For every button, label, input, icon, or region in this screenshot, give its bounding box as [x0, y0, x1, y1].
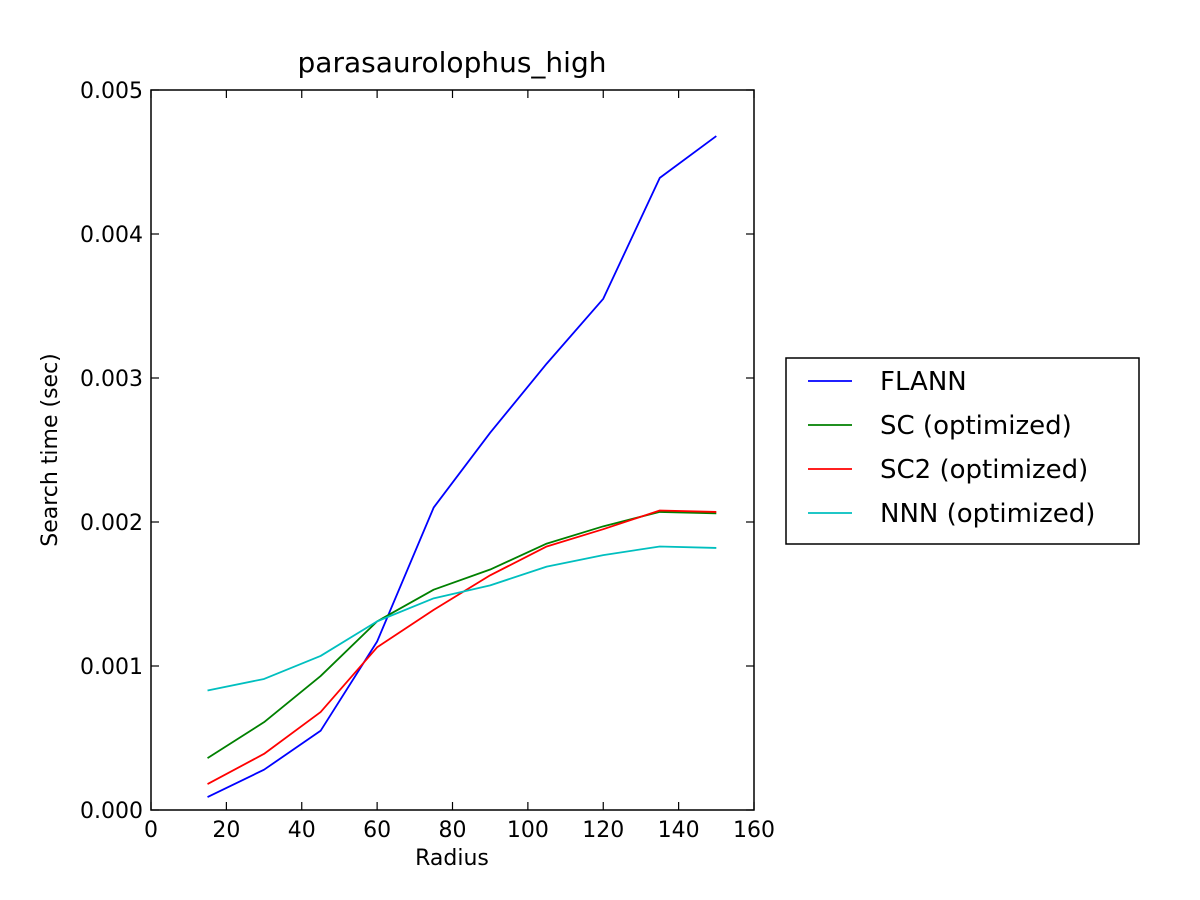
series-lines: [207, 135, 717, 798]
y-tick-label: 0.002: [80, 511, 143, 536]
x-tick-label: 0: [144, 818, 158, 843]
x-tick-label: 100: [507, 818, 549, 843]
x-tick-label: 120: [582, 818, 624, 843]
x-tick-label: 40: [288, 818, 316, 843]
legend-label: NNN (optimized): [880, 499, 1095, 529]
x-tick-label: 20: [212, 818, 240, 843]
x-axis-label: Radius: [415, 846, 489, 871]
x-tick-label: 60: [363, 818, 391, 843]
y-tick-label: 0.003: [80, 367, 143, 392]
legend-label: SC (optimized): [880, 411, 1072, 441]
y-axis-label: Search time (sec): [38, 353, 63, 547]
y-tick-label: 0.004: [80, 223, 143, 248]
x-tick-label: 80: [439, 818, 467, 843]
series-line-2: [207, 509, 717, 785]
legend: FLANN SC (optimized) SC2 (optimized) NNN (o…: [785, 357, 1140, 545]
chart-title: parasaurolophus_high: [298, 46, 607, 79]
x-tick-label: 160: [733, 818, 775, 843]
series-line-3: [207, 545, 717, 692]
x-tick-label: 140: [658, 818, 700, 843]
legend-label: SC2 (optimized): [880, 455, 1088, 485]
legend-label: FLANN: [880, 367, 967, 397]
y-tick-label: 0.005: [80, 79, 143, 104]
plot-area-frame: [150, 89, 755, 811]
y-tick-label: 0.001: [80, 655, 143, 680]
y-tick-label: 0.000: [80, 799, 143, 824]
axis-ticks: 0 20 40 60 80 100 120 140 160 0.000 0.001 0.002 0.00…: [80, 79, 775, 843]
series-line-0: [207, 135, 717, 798]
